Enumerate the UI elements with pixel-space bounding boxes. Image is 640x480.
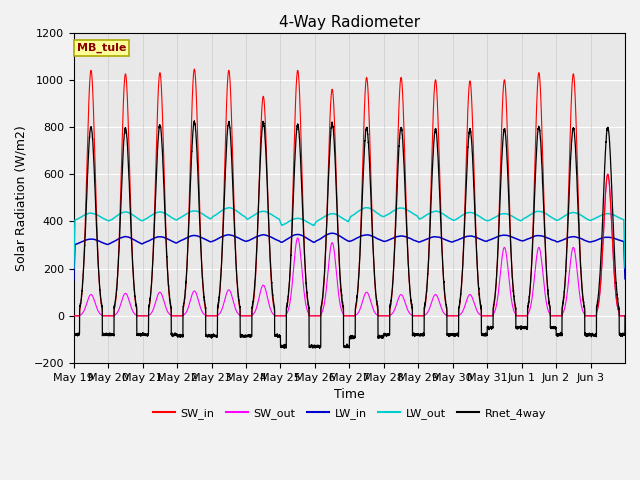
X-axis label: Time: Time xyxy=(334,388,365,401)
Y-axis label: Solar Radiation (W/m2): Solar Radiation (W/m2) xyxy=(15,125,28,271)
Title: 4-Way Radiometer: 4-Way Radiometer xyxy=(279,15,420,30)
Text: MB_tule: MB_tule xyxy=(77,42,126,53)
Legend: SW_in, SW_out, LW_in, LW_out, Rnet_4way: SW_in, SW_out, LW_in, LW_out, Rnet_4way xyxy=(148,404,550,423)
